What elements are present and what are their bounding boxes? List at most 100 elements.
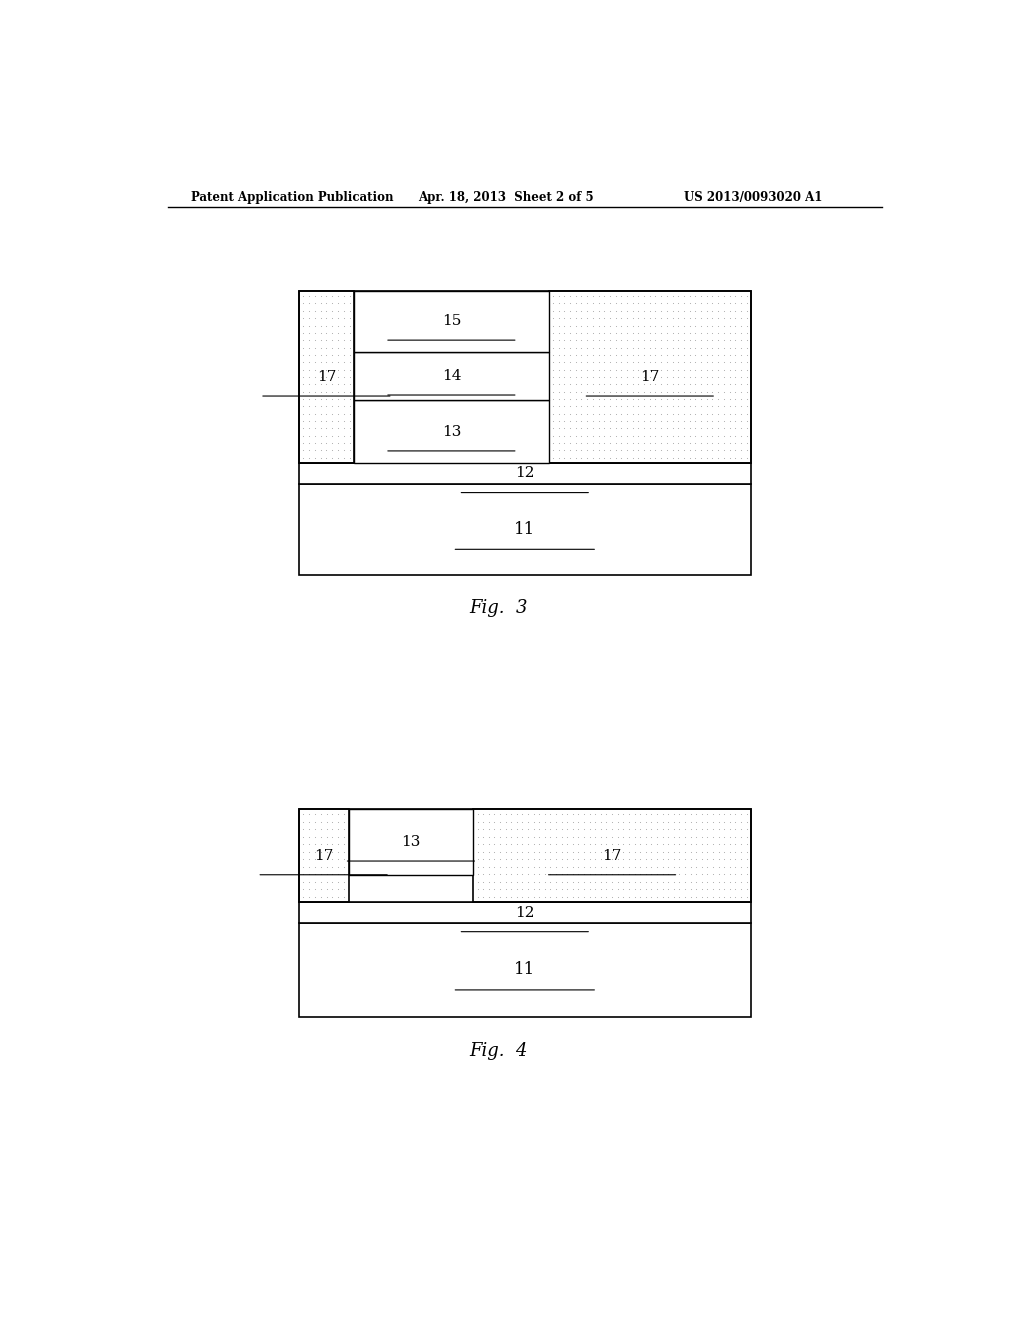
Point (301, 359, 317, 380)
Point (613, 418, 630, 440)
Point (306, 351, 323, 372)
Point (687, 300, 703, 321)
Point (330, 834, 346, 855)
Point (625, 411, 641, 432)
Point (585, 322, 601, 343)
Point (306, 337, 323, 358)
Point (671, 812, 687, 833)
Point (475, 834, 492, 855)
Point (738, 841, 755, 862)
Point (596, 367, 612, 388)
Point (556, 337, 572, 358)
Point (665, 374, 681, 395)
Point (575, 857, 592, 878)
Point (556, 308, 572, 329)
Point (585, 396, 601, 417)
Point (607, 381, 624, 403)
Point (682, 871, 698, 892)
Point (602, 433, 618, 454)
Point (659, 812, 676, 833)
Point (591, 388, 607, 409)
Point (325, 871, 341, 892)
Point (330, 374, 346, 395)
Point (480, 871, 497, 892)
Point (727, 396, 743, 417)
Point (630, 308, 646, 329)
Point (336, 388, 352, 409)
Point (654, 826, 671, 847)
Point (312, 886, 329, 907)
Point (625, 403, 641, 424)
Point (312, 863, 329, 884)
Point (567, 411, 584, 432)
Point (498, 834, 514, 855)
Point (653, 315, 670, 337)
Point (306, 403, 323, 424)
Point (602, 315, 618, 337)
Point (705, 322, 721, 343)
Point (295, 849, 311, 870)
Point (514, 841, 530, 862)
Point (520, 871, 537, 892)
Point (469, 871, 485, 892)
Point (687, 345, 703, 366)
Point (613, 367, 630, 388)
Point (733, 396, 750, 417)
Point (503, 863, 519, 884)
Point (312, 440, 329, 461)
Point (647, 300, 664, 321)
Point (688, 849, 705, 870)
Point (618, 396, 635, 417)
Point (306, 396, 323, 417)
Point (306, 834, 323, 855)
Point (596, 315, 612, 337)
Point (636, 418, 652, 440)
Point (306, 330, 323, 351)
Point (625, 337, 641, 358)
Point (591, 315, 607, 337)
Point (556, 418, 572, 440)
Point (312, 433, 329, 454)
Point (665, 330, 681, 351)
Point (687, 293, 703, 314)
Point (587, 849, 603, 870)
Point (738, 351, 755, 372)
Point (659, 849, 676, 870)
Point (658, 440, 675, 461)
Point (658, 345, 675, 366)
Point (525, 871, 542, 892)
Point (295, 396, 311, 417)
Point (658, 411, 675, 432)
Point (733, 804, 750, 825)
Point (649, 834, 666, 855)
Point (607, 447, 624, 469)
Point (498, 849, 514, 870)
Point (295, 367, 311, 388)
Point (324, 351, 340, 372)
Point (579, 322, 595, 343)
Point (632, 849, 648, 870)
Point (698, 388, 715, 409)
Point (545, 308, 561, 329)
Point (330, 396, 346, 417)
Point (693, 863, 710, 884)
Point (670, 381, 686, 403)
Text: 17: 17 (640, 370, 659, 384)
Point (336, 818, 352, 840)
Point (551, 322, 567, 343)
Point (301, 425, 317, 446)
Point (710, 411, 726, 432)
Point (607, 440, 624, 461)
Point (579, 388, 595, 409)
Point (475, 879, 492, 900)
Point (682, 834, 698, 855)
Point (567, 403, 584, 424)
Point (716, 418, 732, 440)
Point (722, 886, 738, 907)
Point (721, 359, 737, 380)
Point (722, 818, 738, 840)
Point (587, 834, 603, 855)
Point (509, 841, 525, 862)
Point (621, 834, 637, 855)
Text: 17: 17 (602, 849, 622, 863)
